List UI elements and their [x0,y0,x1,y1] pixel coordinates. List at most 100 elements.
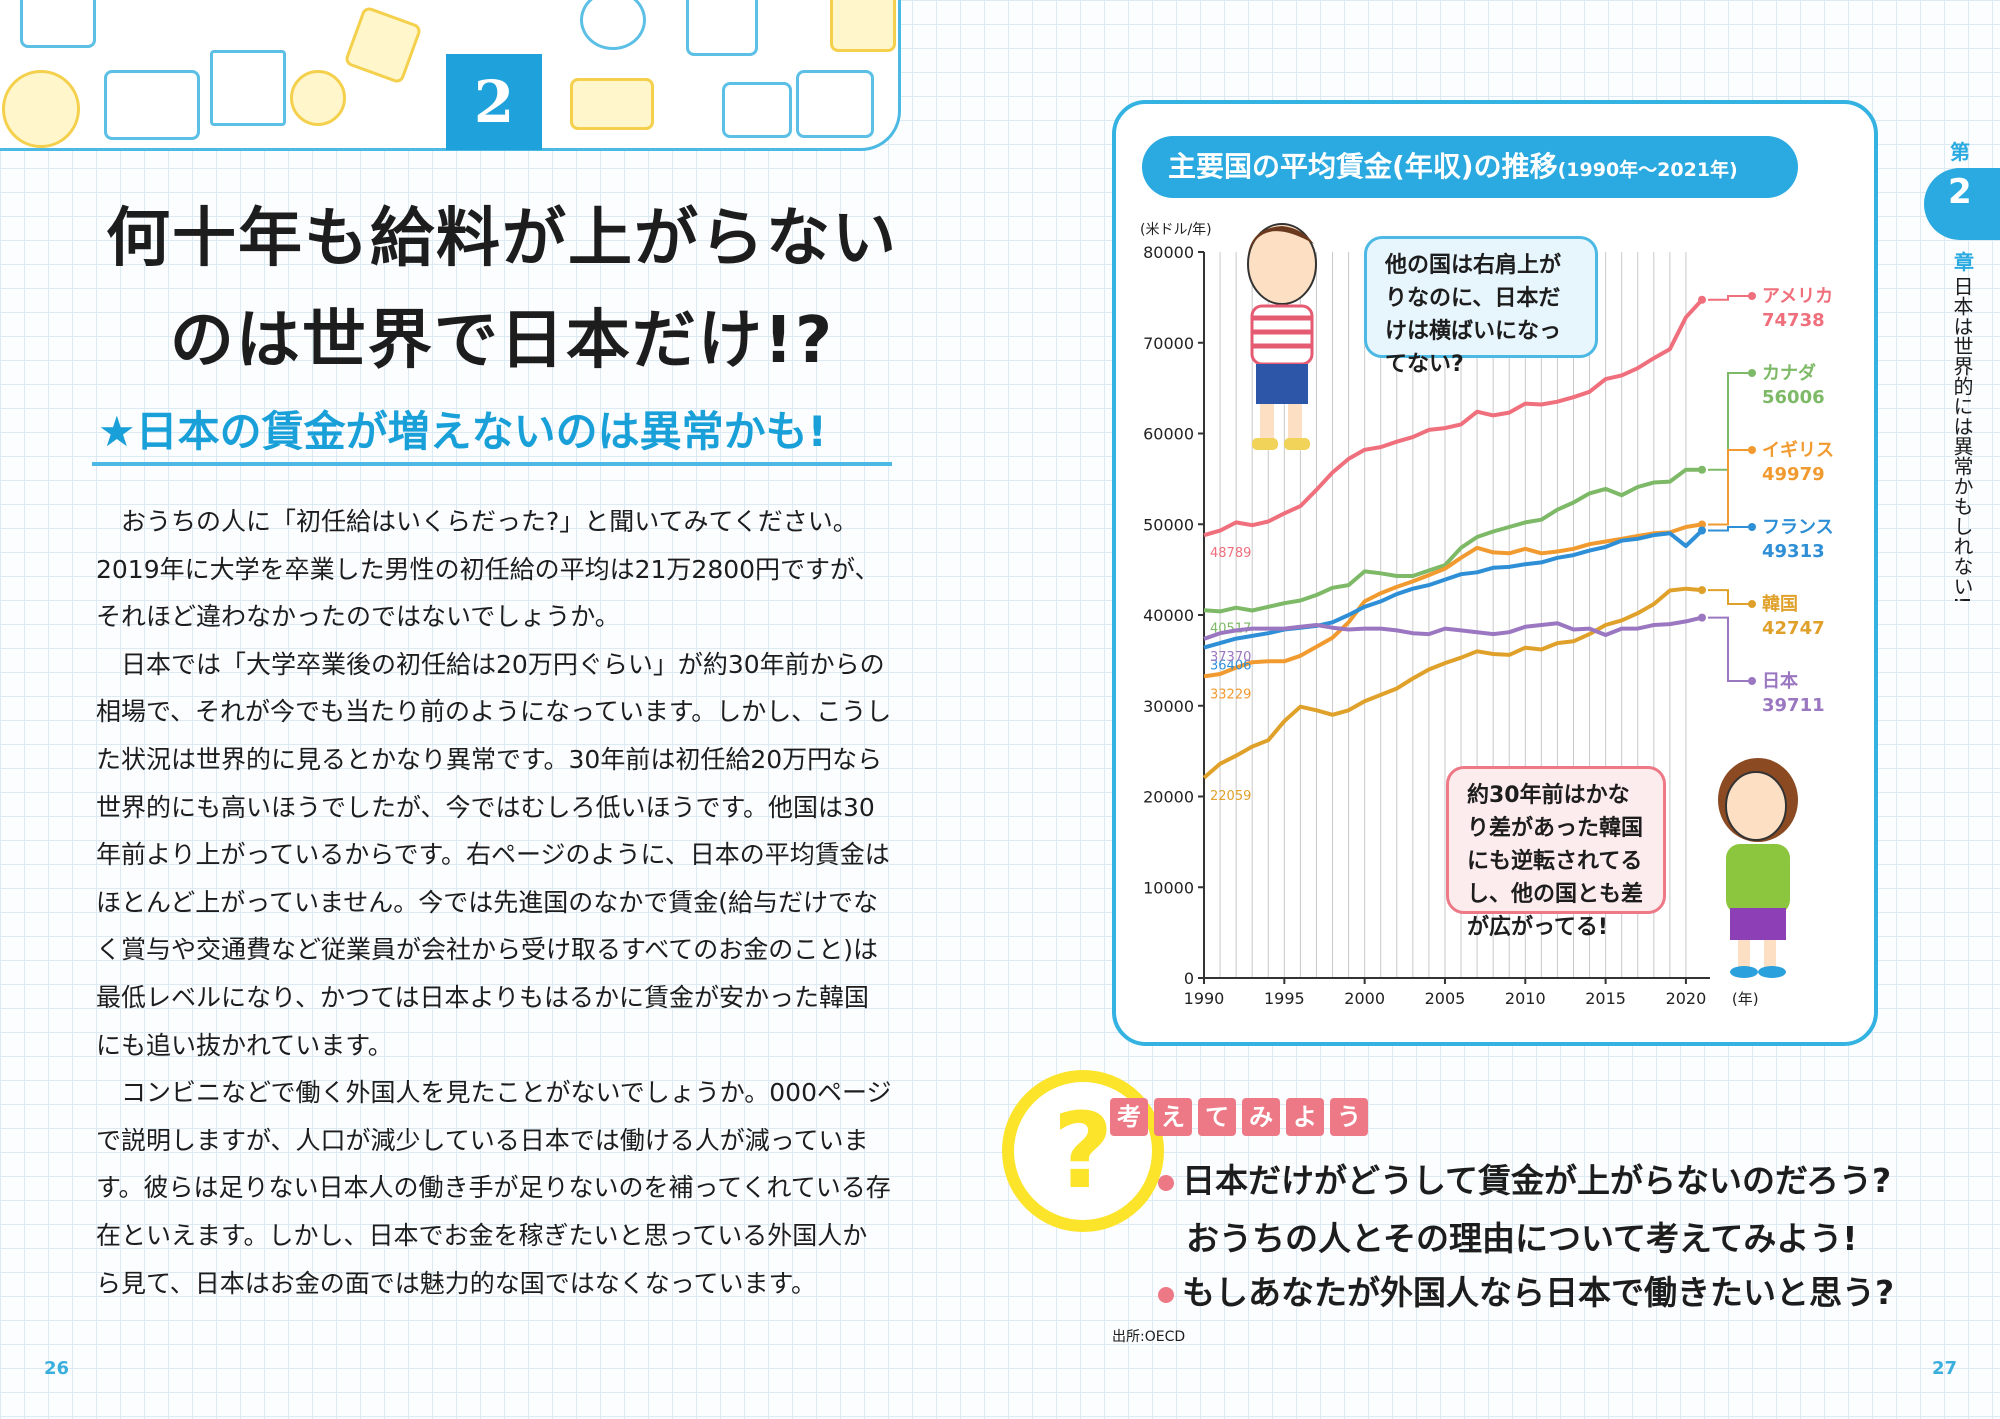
series-end-point [1698,295,1706,304]
think-heading-char: 考 [1110,1098,1148,1136]
calculator-icon [20,0,96,48]
yen-coin-icon [290,70,346,126]
series-start-label: 33229 [1210,687,1251,702]
series-line [1203,522,1703,679]
paragraph: コンビニなどで働く外国人を見たことがないでしょうか。000ページで説明しますが、… [96,1078,892,1298]
legend-marker [1748,292,1756,300]
x-tick-label: 1990 [1184,989,1225,1008]
scales-icon [210,50,286,126]
cube-icon [343,5,423,85]
series-start-label: 22059 [1210,789,1251,804]
chapter-number: 2 [446,54,542,150]
page-number-right: 27 [1932,1358,1958,1379]
y-tick-label: 40000 [1143,606,1194,625]
legend-value: 42747 [1762,618,1825,639]
leader-line [1708,295,1752,301]
source-note: 出所:OECD [1112,1329,1186,1345]
series-end-point [1698,465,1706,474]
think-heading-char: よ [1286,1098,1324,1136]
question-1-line-2: おうちの人とその理由について考えてみよう! [1186,1219,1858,1258]
speech-bubble-boy: 他の国は右肩上がりなのに、日本だけは横ばいになってない? [1364,236,1598,377]
leader-line [1708,589,1752,605]
series-line [1203,467,1702,614]
chart-title-range: (1990年〜2021年) [1557,159,1738,181]
body-text: おうちの人に「初任給はいくらだった?」と聞いてみてください。2019年に大学を卒… [96,498,892,1307]
question-mark-icon: ? [1002,1070,1164,1232]
x-axis-unit: (年) [1732,990,1759,1008]
spreadsheet-icon [830,0,896,52]
series-line [1202,586,1703,780]
x-tick-label: 1995 [1264,989,1305,1008]
bar-chart-icon [104,70,200,140]
think-heading-char: う [1330,1098,1368,1136]
legend-value: 49979 [1762,464,1825,485]
leader-line [1708,616,1752,682]
y-axis-label: (米ドル/年) [1140,222,1212,238]
series-start-label: 36406 [1210,659,1251,674]
legend-name: イギリス [1762,440,1834,461]
series-start-label: 37370 [1210,650,1251,665]
banknote-icon [570,78,654,130]
side-chapter-prefix: 第 [1950,140,1970,164]
legend-value: 56006 [1762,387,1825,408]
paragraph: おうちの人に「初任給はいくらだった?」と聞いてみてください。2019年に大学を卒… [96,507,880,632]
target-icon [580,0,646,50]
think-heading-char: て [1198,1098,1236,1136]
x-tick-label: 2010 [1505,989,1546,1008]
chart-title-text: 主要国の平均賃金(年収)の推移 [1168,150,1558,183]
x-tick-label: 2020 [1666,989,1707,1008]
girl-illustration [1718,758,1798,978]
legend-marker [1748,600,1756,608]
legend-marker [1748,677,1756,685]
question-2: もしあなたが外国人なら日本で働きたいと思う? [1158,1266,1894,1314]
legend-marker [1748,369,1756,377]
side-chapter-number: 2 [1948,172,1972,212]
bullet-dot [1158,1174,1174,1191]
chart-title: 主要国の平均賃金(年収)の推移(1990年〜2021年) [1142,136,1798,198]
boy-illustration [1247,223,1317,450]
y-tick-label: 50000 [1143,515,1194,534]
bullet-dot [1158,1286,1174,1303]
y-tick-label: 20000 [1143,788,1194,807]
page-title: 何十年も給料が上がらない のは世界で日本だけ!? [92,188,912,392]
legend-value: 49313 [1762,541,1825,562]
side-chapter-title: 日本は世界的には異常かもしれない! [1950,276,1974,605]
leader-line [1708,526,1752,532]
leader-line [1708,449,1752,526]
series-end-point [1698,613,1706,622]
y-tick-label: 0 [1184,969,1194,988]
series-start-label: 48789 [1210,546,1251,561]
think-heading-char: み [1242,1098,1280,1136]
x-tick-label: 2005 [1425,989,1466,1008]
title-line-1: 何十年も給料が上がらない [106,202,898,276]
y-tick-label: 60000 [1143,425,1194,444]
x-tick-label: 2015 [1585,989,1626,1008]
legend-name: カナダ [1762,362,1816,384]
series-end-point [1698,520,1706,529]
side-chapter-suffix: 章 [1954,250,1974,274]
legend-name: 日本 [1762,670,1798,692]
think-heading: 考 え て み よ う [1110,1098,1368,1136]
leader-line [1708,372,1752,471]
side-chapter-tab [1924,168,2000,240]
series-end-point [1698,586,1706,595]
monitor-chart-icon [796,70,874,138]
y-tick-label: 80000 [1143,243,1194,262]
legend-name: フランス [1762,517,1834,538]
question-1-line-1: 日本だけがどうして賃金が上がらないのだろう? [1182,1161,1892,1200]
question-2-text: もしあなたが外国人なら日本で働きたいと思う? [1182,1273,1895,1312]
bank-icon [722,82,792,138]
y-tick-label: 10000 [1143,878,1194,897]
pie-chart-icon [2,70,80,148]
series-line [1203,615,1703,641]
legend-marker [1748,523,1756,531]
paragraph: 日本では「大学卒業後の初任給は20万円ぐらい」が約30年前からの相場で、それが今… [96,649,892,1060]
question-1: 日本だけがどうして賃金が上がらないのだろう? [1158,1154,1891,1202]
series-end-point [1698,526,1706,535]
legend-value: 39711 [1762,695,1825,716]
y-tick-label: 30000 [1143,697,1194,716]
legend-marker [1748,446,1756,454]
y-tick-label: 70000 [1143,334,1194,353]
handshake-icon [686,0,758,56]
speech-bubble-girl: 約30年前はかなり差があった韓国にも逆転されてるし、他の国とも差が広がってる! [1446,766,1666,940]
